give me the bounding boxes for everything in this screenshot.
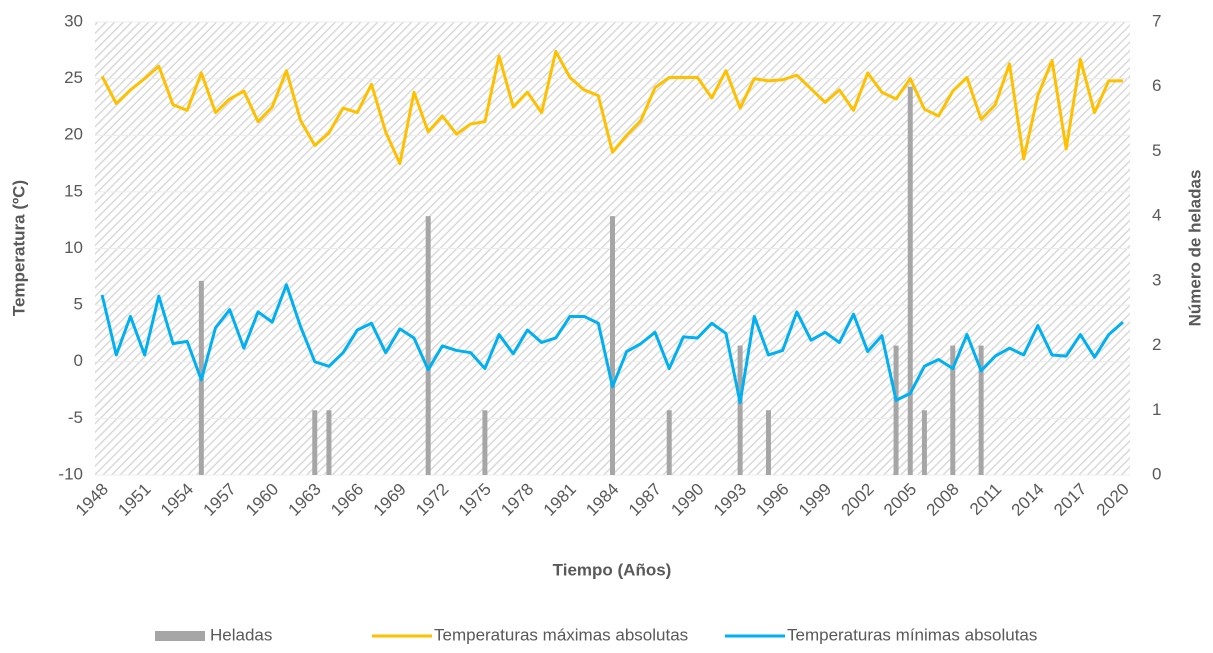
legend-label: Heladas — [210, 625, 272, 644]
y-tick-label: 15 — [64, 181, 83, 200]
x-tick-label: 2017 — [1050, 480, 1090, 520]
x-tick-label: 1954 — [157, 480, 197, 520]
x-axis-title: Tiempo (Años) — [553, 560, 672, 579]
bar — [610, 216, 615, 475]
x-tick-label: 1966 — [327, 480, 367, 520]
x-tick-label: 2011 — [966, 480, 1005, 519]
y2-tick-label: 3 — [1152, 270, 1161, 289]
x-tick-label: 2014 — [1008, 480, 1048, 520]
bar — [893, 345, 899, 475]
bar — [737, 345, 743, 475]
x-tick-label: 2005 — [880, 480, 920, 520]
x-tick-label: 1996 — [752, 480, 792, 520]
x-tick-label: 1963 — [285, 480, 325, 520]
y-tick-label: 30 — [64, 11, 83, 30]
x-tick-label: 1960 — [242, 480, 282, 520]
bar — [326, 410, 332, 475]
y2-tick-label: 4 — [1152, 206, 1161, 225]
x-tick-label: 1990 — [667, 480, 707, 520]
x-tick-label: 2002 — [838, 480, 878, 520]
y2-tick-label: 5 — [1152, 141, 1161, 160]
bar — [312, 410, 318, 475]
legend-swatch — [155, 631, 205, 641]
y-tick-label: 20 — [64, 125, 83, 144]
line — [100, 283, 1124, 405]
legend-label: Temperaturas mínimas absolutas — [787, 625, 1037, 644]
bar — [921, 410, 927, 475]
y2-tick-label: 0 — [1152, 464, 1161, 483]
x-tick-label: 2008 — [923, 480, 963, 520]
x-tick-label: 2020 — [1093, 480, 1133, 520]
y2-tick-label: 1 — [1152, 400, 1161, 419]
bar — [482, 410, 488, 475]
x-tick-label: 1948 — [72, 480, 112, 520]
bar — [978, 345, 984, 475]
bar — [950, 345, 956, 475]
legend-label: Temperaturas máximas absolutas — [434, 625, 688, 644]
x-tick-label: 1978 — [497, 480, 537, 520]
y2-axis-title: Número de heladas — [1185, 170, 1204, 327]
y2-tick-label: 7 — [1152, 11, 1161, 30]
y-tick-label: 10 — [64, 238, 83, 257]
bar — [666, 410, 672, 475]
x-tick-label: 1972 — [412, 480, 452, 520]
x-tick-label: 1957 — [200, 480, 240, 520]
x-tick-label: 1993 — [710, 480, 750, 520]
y-tick-label: 0 — [74, 351, 83, 370]
x-tick-label: 1975 — [455, 480, 495, 520]
x-tick-label: 1987 — [625, 480, 665, 520]
y2-tick-label: 2 — [1152, 335, 1161, 354]
y-axis-title: Temperatura (ºC) — [9, 180, 28, 316]
x-tick-label: 1984 — [582, 480, 622, 520]
y-tick-label: -10 — [58, 464, 83, 483]
y-tick-label: 25 — [64, 68, 83, 87]
bar — [907, 86, 913, 475]
y-tick-label: 5 — [74, 295, 83, 314]
y-tick-label: -5 — [68, 408, 83, 427]
x-tick-label: 1999 — [795, 480, 835, 520]
x-tick-label: 1981 — [540, 480, 580, 520]
line — [100, 49, 1123, 166]
y2-tick-label: 6 — [1152, 76, 1161, 95]
x-tick-label: 1951 — [114, 480, 154, 520]
bar — [425, 216, 431, 475]
bar — [765, 410, 771, 475]
x-tick-label: 1969 — [370, 480, 410, 520]
